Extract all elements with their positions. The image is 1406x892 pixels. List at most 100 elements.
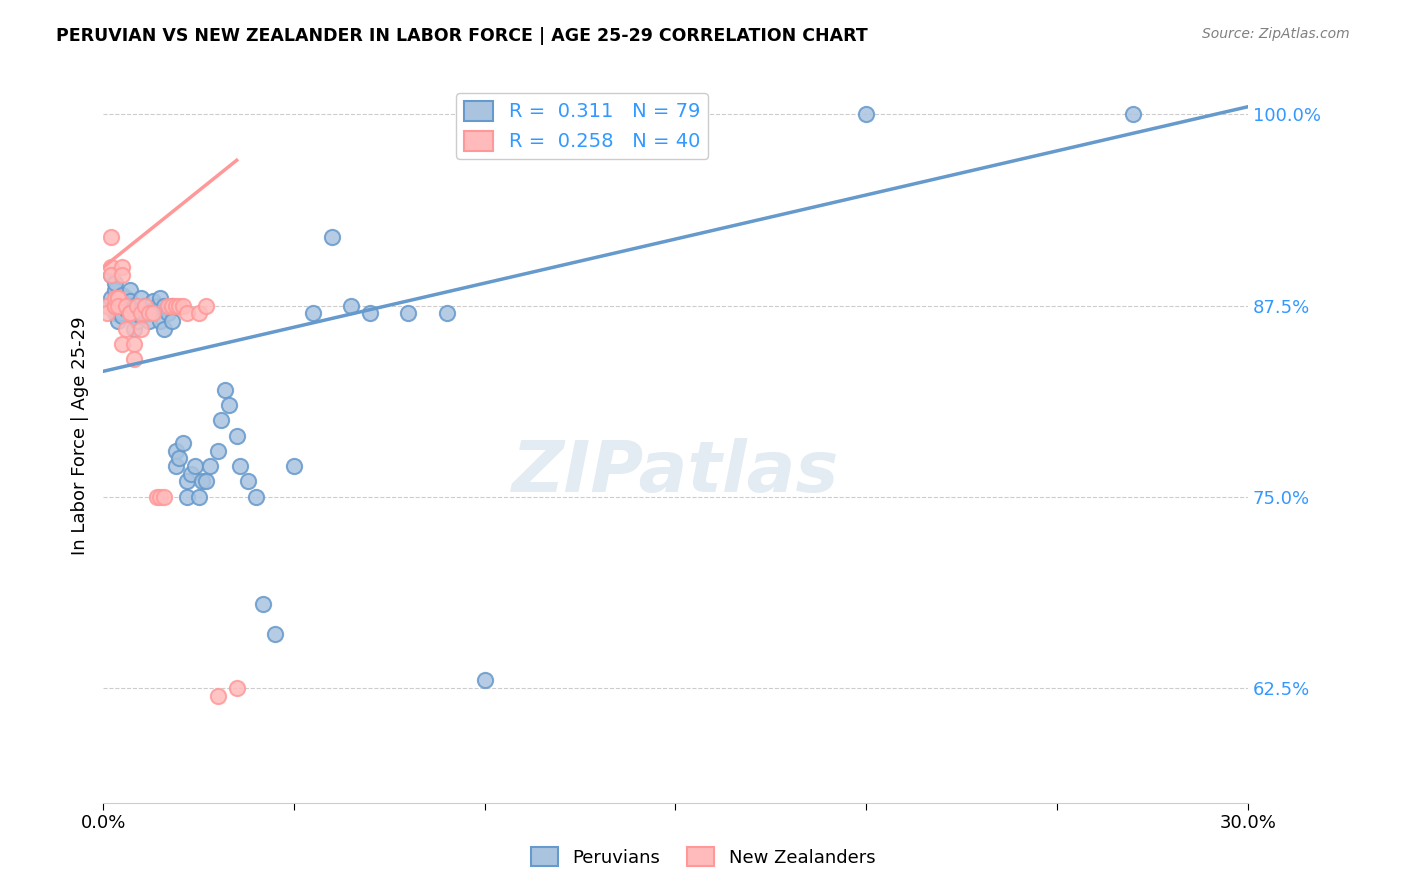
Point: [107, 299, 129, 313]
Point: [145, 299, 167, 313]
Text: PERUVIAN VS NEW ZEALANDER IN LABOR FORCE | AGE 25-29 CORRELATION CHART: PERUVIAN VS NEW ZEALANDER IN LABOR FORCE…: [56, 27, 868, 45]
Point: [252, 597, 274, 611]
Point: [111, 268, 134, 282]
Point: [129, 291, 152, 305]
Point: [1122, 107, 1144, 121]
Point: [396, 306, 419, 320]
Point: [160, 299, 183, 313]
Point: [118, 303, 141, 318]
Point: [96, 299, 118, 313]
Point: [142, 293, 165, 308]
Point: [183, 459, 205, 474]
Point: [118, 283, 141, 297]
Legend: R =  0.311   N = 79, R =  0.258   N = 40: R = 0.311 N = 79, R = 0.258 N = 40: [457, 93, 707, 160]
Point: [138, 306, 160, 320]
Point: [145, 490, 167, 504]
Point: [115, 291, 138, 305]
Point: [229, 459, 252, 474]
Point: [111, 293, 134, 308]
Point: [100, 260, 122, 275]
Point: [153, 299, 176, 313]
Point: [340, 299, 363, 313]
Point: [122, 306, 145, 320]
Point: [149, 291, 172, 305]
Point: [127, 299, 149, 313]
Point: [115, 295, 138, 310]
Point: [111, 260, 134, 275]
Legend: Peruvians, New Zealanders: Peruvians, New Zealanders: [523, 840, 883, 874]
Point: [359, 306, 381, 320]
Point: [321, 229, 343, 244]
Point: [209, 413, 232, 427]
Point: [165, 459, 187, 474]
Point: [107, 293, 129, 308]
Point: [103, 283, 125, 297]
Point: [134, 299, 156, 313]
Point: [134, 306, 156, 320]
Point: [156, 306, 179, 320]
Point: [111, 306, 134, 320]
Point: [103, 299, 125, 313]
Point: [225, 681, 247, 695]
Point: [153, 321, 176, 335]
Point: [225, 428, 247, 442]
Point: [103, 299, 125, 313]
Point: [214, 383, 236, 397]
Point: [129, 310, 152, 324]
Point: [474, 673, 496, 688]
Point: [96, 299, 118, 313]
Point: [107, 299, 129, 313]
Point: [160, 314, 183, 328]
Point: [115, 321, 138, 335]
Point: [176, 475, 198, 489]
Text: Source: ZipAtlas.com: Source: ZipAtlas.com: [1202, 27, 1350, 41]
Point: [149, 314, 172, 328]
Point: [107, 299, 129, 313]
Point: [96, 306, 118, 320]
Point: [218, 398, 240, 412]
Point: [149, 490, 172, 504]
Point: [122, 299, 145, 313]
Point: [103, 299, 125, 313]
Point: [195, 475, 218, 489]
Point: [118, 293, 141, 308]
Point: [100, 291, 122, 305]
Text: ZIPatlas: ZIPatlas: [512, 438, 839, 507]
Point: [176, 306, 198, 320]
Point: [138, 314, 160, 328]
Point: [138, 306, 160, 320]
Point: [169, 299, 191, 313]
Point: [107, 314, 129, 328]
Point: [236, 475, 259, 489]
Point: [156, 299, 179, 313]
Point: [103, 306, 125, 320]
Point: [122, 352, 145, 367]
Point: [111, 310, 134, 324]
Point: [100, 268, 122, 282]
Point: [129, 301, 152, 316]
Point: [436, 306, 458, 320]
Point: [180, 467, 202, 481]
Point: [122, 321, 145, 335]
Point: [118, 306, 141, 320]
Point: [207, 443, 229, 458]
Point: [107, 306, 129, 320]
Point: [142, 306, 165, 320]
Point: [169, 451, 191, 466]
Point: [165, 443, 187, 458]
Point: [127, 314, 149, 328]
Point: [100, 268, 122, 282]
Point: [129, 306, 152, 320]
Point: [127, 299, 149, 313]
Point: [160, 299, 183, 313]
Point: [187, 306, 209, 320]
Point: [172, 436, 194, 450]
Point: [111, 336, 134, 351]
Point: [198, 459, 221, 474]
Point: [111, 288, 134, 302]
Point: [172, 299, 194, 313]
Point: [100, 229, 122, 244]
Point: [103, 299, 125, 313]
Point: [122, 336, 145, 351]
Point: [302, 306, 325, 320]
